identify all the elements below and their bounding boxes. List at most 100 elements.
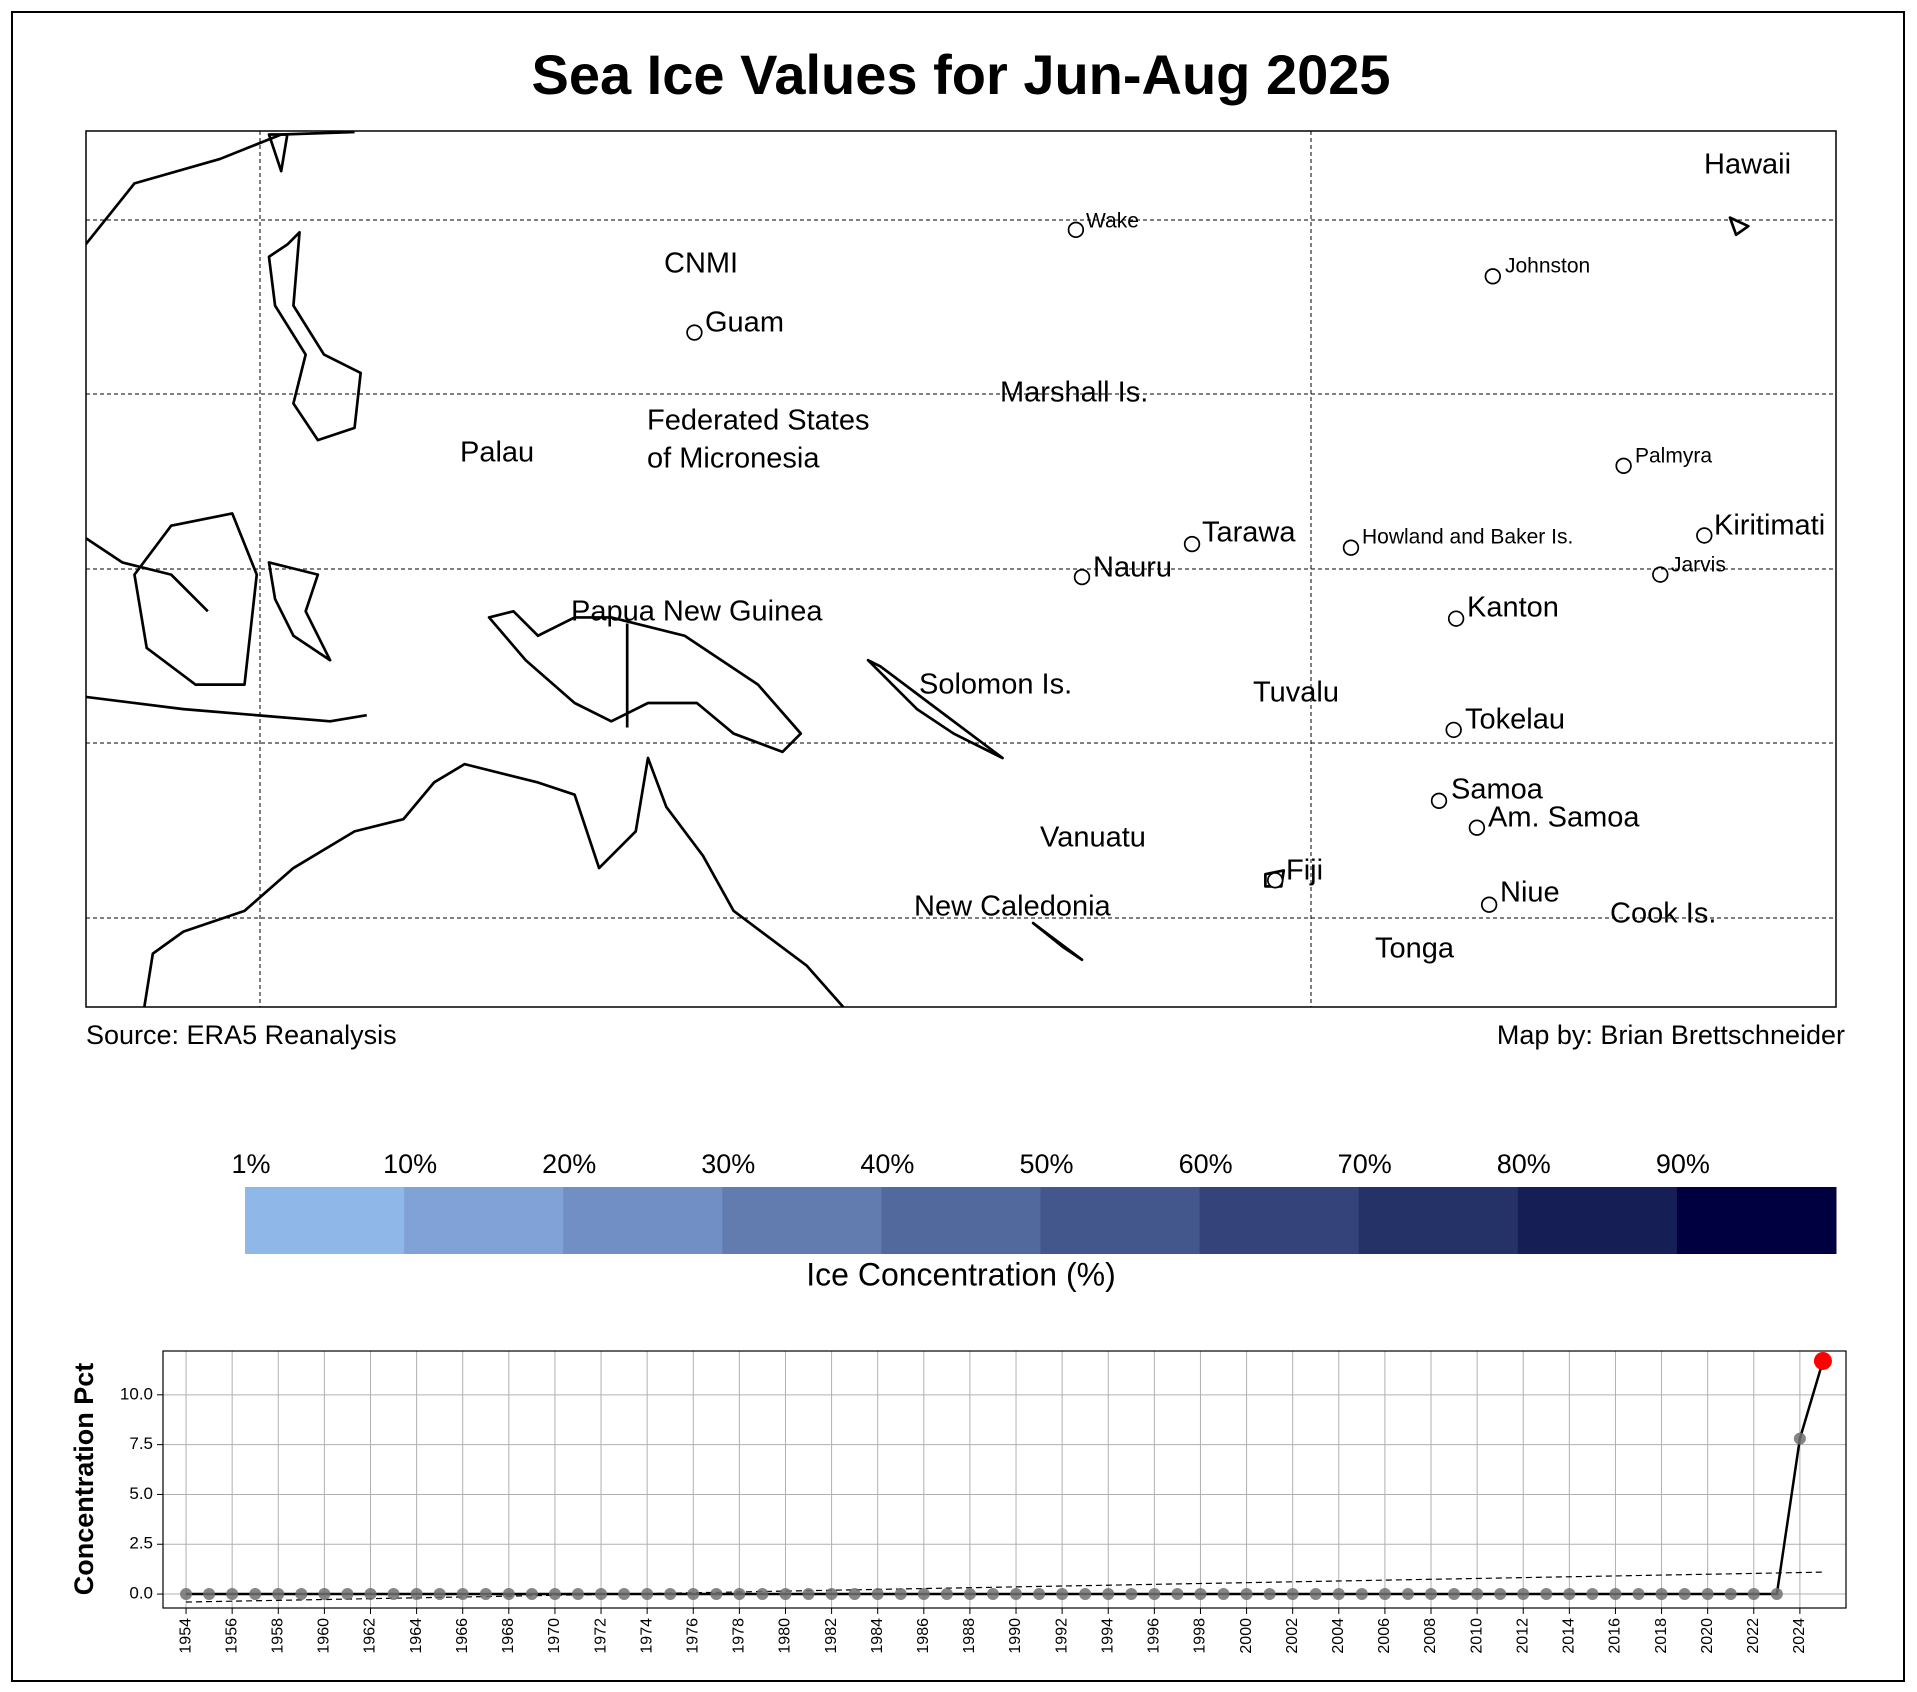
data-point [1056,1588,1069,1601]
place-label: Cook Is. [1610,898,1716,930]
y-tick-label: 7.5 [129,1434,153,1453]
data-point [963,1588,976,1601]
place-label: Jarvis [1671,554,1726,577]
data-point [410,1588,423,1601]
highlight-point [1813,1351,1832,1370]
coastlines [86,131,1750,1007]
data-point [779,1588,792,1601]
data-point [1655,1588,1668,1601]
colorbar-label: Ice Concentration (%) [806,1256,1115,1292]
credit: Map by: Brian Brettschneider [1497,1020,1845,1050]
data-point [756,1588,769,1601]
data-point [733,1588,746,1601]
x-tick-label: 1958 [269,1618,286,1654]
x-tick-label: 2016 [1607,1618,1624,1654]
data-point [1540,1588,1553,1601]
data-point [456,1588,469,1601]
x-tick-label: 1980 [777,1618,794,1654]
data-point [618,1588,631,1601]
data-point [1217,1588,1230,1601]
x-tick-label: 2014 [1561,1618,1578,1654]
data-point [548,1588,561,1601]
place-label: Tuvalu [1253,677,1339,709]
data-point [1425,1588,1438,1601]
data-point [203,1588,216,1601]
data-point [525,1588,538,1601]
data-point [664,1588,677,1601]
place-label: Federated States [647,405,869,437]
place-label: Samoa [1451,774,1544,806]
x-tick-label: 1974 [638,1618,655,1654]
place-label: Fiji [1286,855,1323,887]
x-tick-label: 1984 [869,1618,886,1654]
data-point [1240,1588,1253,1601]
trend-line [186,1571,1823,1603]
data-point [1010,1588,1023,1601]
x-tick-label: 1998 [1192,1618,1209,1654]
map [86,131,1836,1007]
place-label: Marshall Is. [1000,377,1148,409]
x-tick-label: 2012 [1514,1618,1531,1654]
frame [11,11,1905,1682]
x-tick-label: 1954 [177,1618,194,1654]
data-point [1378,1588,1391,1601]
place-label: Wake [1086,210,1139,233]
data-point [226,1588,239,1601]
x-tick-label: 1988 [961,1618,978,1654]
data-point [1609,1588,1622,1601]
place-label: CNMI [664,248,738,280]
x-tick-label: 1994 [1099,1618,1116,1654]
data-point [1148,1588,1161,1601]
data-point [710,1588,723,1601]
colorbar-tick-label: 40% [860,1149,914,1179]
colorbar-tick-label: 10% [383,1149,437,1179]
data-point [802,1588,815,1601]
data-point [1401,1588,1414,1601]
x-tick-label: 1970 [546,1618,563,1654]
x-tick-label: 2006 [1376,1618,1393,1654]
data-point [1563,1588,1576,1601]
place-label: Palmyra [1635,445,1712,468]
data-point [387,1588,400,1601]
y-tick-label: 5.0 [129,1484,153,1503]
x-tick-label: 2000 [1238,1618,1255,1654]
data-point [272,1588,285,1601]
data-point [917,1588,930,1601]
x-tick-label: 2022 [1745,1618,1762,1654]
colorbar-segment [404,1187,564,1254]
data-point [687,1588,700,1601]
data-point [1332,1588,1345,1601]
data-point [1701,1588,1714,1601]
data-point [871,1588,884,1601]
colorbar: 1% 10% 20% 30% 40% 50% 60% 70% 80% 90% [231,1149,1837,1254]
title: Sea Ice Values for Jun-Aug 2025 [531,43,1390,106]
y-tick-label: 0.0 [129,1584,153,1603]
data-point [1355,1588,1368,1601]
colorbar-segment [722,1187,882,1254]
map-labels: Hawaii Wake CNMI Guam Johnston Marshall … [460,149,1825,965]
data-point [1079,1588,1092,1601]
x-tick-label: 1996 [1146,1618,1163,1654]
data-point [1033,1588,1046,1601]
data-point [341,1588,354,1601]
y-tick-label: 10.0 [120,1384,153,1403]
data-point [364,1588,377,1601]
x-tick-label: 2002 [1284,1618,1301,1654]
x-tick-label: 2008 [1422,1618,1439,1654]
data-point [249,1588,262,1601]
island-markers [686,221,1713,913]
x-tick-label: 1956 [223,1618,240,1654]
x-tick-label: 1978 [731,1618,748,1654]
place-label: Guam [705,307,784,339]
colorbar-segment [1040,1187,1201,1254]
data-point [318,1588,331,1601]
colorbar-segment [245,1187,405,1254]
colorbar-segment [1358,1187,1519,1254]
place-label: of Micronesia [647,443,820,475]
place-label: Papua New Guinea [571,596,823,628]
data-point [1194,1588,1207,1601]
data-point [1263,1588,1276,1601]
x-tick-label: 1960 [316,1618,333,1654]
data-point [825,1588,838,1601]
